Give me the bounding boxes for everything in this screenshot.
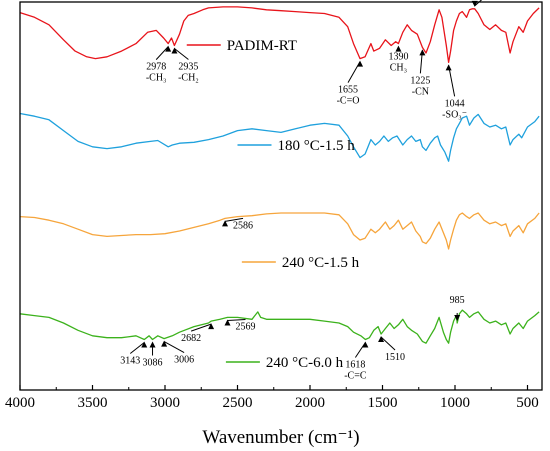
- annotation-arrowhead: [419, 49, 426, 56]
- legend-label: 240 °C-1.5 h: [282, 255, 360, 271]
- annotation-arrow: [224, 217, 244, 222]
- series-line-3: [19, 212, 540, 250]
- annotation-sublabel: -CH₂: [178, 72, 199, 83]
- annotation-arrowhead: [362, 341, 369, 348]
- x-axis: 4000 3500 3000 2500 2000 1500 1000 500: [5, 385, 539, 411]
- annotation-label: 1390: [388, 52, 408, 63]
- annotation-label: 1510: [385, 352, 405, 363]
- annotation-label: 1044: [445, 98, 465, 109]
- annotation-arrowhead: [141, 341, 148, 348]
- x-tick-label: 4000: [5, 395, 35, 411]
- annotation-arrowhead: [165, 45, 172, 52]
- annotation-label: 3086: [143, 358, 163, 369]
- x-tick-label: 1000: [440, 395, 470, 411]
- annotation-arrowhead: [222, 220, 229, 227]
- annotation-arrowhead: [171, 47, 178, 54]
- annotation-arrowhead: [161, 340, 168, 347]
- annotation-arrowhead: [454, 314, 461, 321]
- series-layer: [19, 6, 540, 344]
- legend-label: 240 °C-6.0 h: [266, 355, 344, 371]
- annotation-arrowhead: [224, 319, 231, 326]
- legend-label: PADIM-RT: [227, 38, 297, 54]
- annotation-label: 2682: [181, 333, 201, 344]
- annotation-label: 1618: [345, 360, 365, 371]
- annotation-label: 1225: [410, 75, 430, 86]
- annotation-sublabel: CH₃: [390, 63, 407, 74]
- annotation-arrowhead: [208, 323, 215, 330]
- annotation-arrow: [163, 341, 185, 354]
- annotation-label: 2978: [146, 62, 166, 73]
- annotation-label: 2569: [235, 321, 255, 332]
- plot-frame: [19, 1, 543, 391]
- annotation-arrow: [174, 48, 189, 60]
- x-tick-label: 1500: [368, 395, 398, 411]
- series-line-2: [19, 112, 540, 162]
- annotation-label: 3006: [174, 355, 194, 366]
- legend-label: 180 °C-1.5 h: [278, 138, 356, 154]
- annotation-label: 2586: [233, 220, 253, 231]
- annotation-arrow: [129, 342, 145, 354]
- x-tick-label: 3000: [150, 395, 180, 411]
- x-axis-title: Wavenumber (cm⁻¹): [202, 427, 359, 448]
- annotation-arrow: [155, 46, 169, 60]
- annotation-arrowhead: [378, 336, 385, 342]
- annotation-label: 985: [450, 295, 465, 306]
- legend-layer: PADIM-RT 180 °C-1.5 h 240 °C-1.5 h 240 °C-6…: [186, 38, 360, 371]
- annotation-label: 2935: [178, 61, 198, 72]
- annotation-sublabel: -CH₃: [146, 73, 167, 84]
- x-tick-label: 2500: [223, 395, 253, 411]
- annotation-arrowhead: [149, 341, 156, 348]
- annotation-label: 3143: [120, 356, 140, 367]
- annotation-arrow: [380, 336, 396, 351]
- annotation-arrow: [190, 323, 212, 332]
- annotation-arrowhead: [445, 64, 452, 71]
- annotation-label: 1655: [338, 85, 358, 96]
- annotation-arrow: [227, 318, 246, 321]
- series-line-4: [19, 309, 540, 344]
- x-tick-label: 3500: [78, 395, 108, 411]
- x-tick-label: 2000: [295, 395, 325, 411]
- annotation-arrowhead: [357, 60, 364, 67]
- annotation-sublabel: -SO₃⁻: [442, 109, 467, 120]
- annotation-arrowhead: [395, 45, 402, 52]
- annotation-sublabel: -C=O: [337, 96, 360, 107]
- annotation-sublabel: -C=C: [344, 371, 367, 382]
- annotation-sublabel: -CN: [412, 86, 429, 97]
- x-tick-label: 500: [516, 395, 539, 411]
- series-line-1: [19, 6, 540, 64]
- annotation-arrow: [448, 65, 456, 97]
